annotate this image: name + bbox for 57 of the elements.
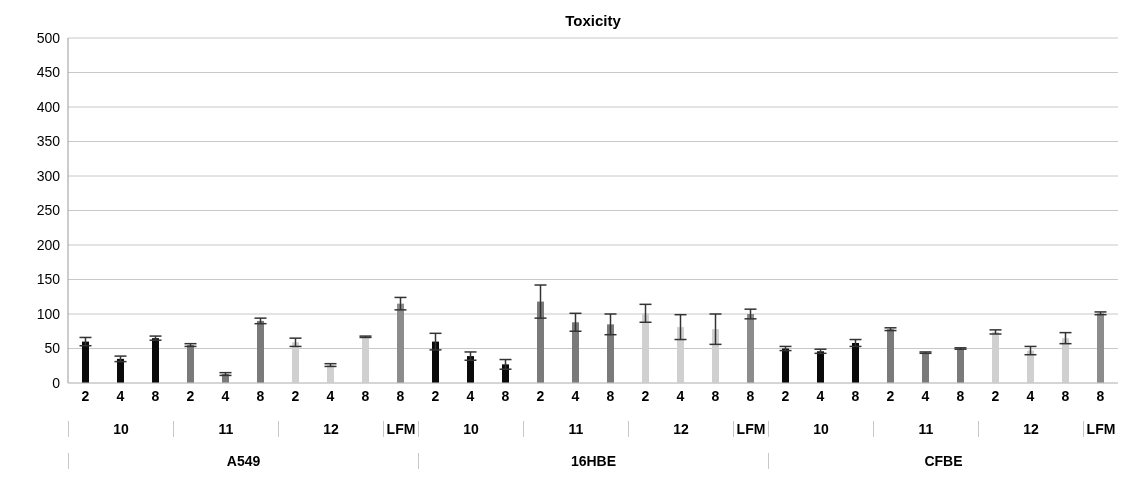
y-tick-label: 50 [44, 340, 61, 357]
y-tick-label: 100 [36, 305, 61, 322]
text: 11 [173, 421, 278, 437]
x-tick-label: 8 [501, 387, 510, 404]
y-tick-label: 150 [36, 271, 61, 288]
x-tick-label: 4 [466, 387, 475, 404]
x-tick-label: 8 [1096, 387, 1105, 404]
y-tick-label: 300 [36, 167, 61, 184]
x-tick-label: 4 [221, 387, 230, 404]
text: 12 [278, 421, 383, 437]
text: LFM [1083, 421, 1118, 437]
x-tick-label: 4 [921, 387, 930, 404]
x-tick-label: 2 [291, 387, 300, 404]
x-tick-label: 2 [81, 387, 90, 404]
x-tick-label: 4 [1026, 387, 1035, 404]
y-tick-label: 450 [36, 64, 61, 81]
x-tick-label: 8 [1061, 387, 1070, 404]
x-tick-label: 2 [886, 387, 895, 404]
x-tick-label: 8 [256, 387, 265, 404]
x-tick-label: 8 [396, 387, 405, 404]
x-tick-label: 8 [851, 387, 860, 404]
x-tick-label: 8 [606, 387, 615, 404]
y-tick-label: 250 [36, 202, 61, 219]
text: 12 [628, 421, 733, 437]
text: 16HBE [418, 453, 768, 469]
x-tick-label: 2 [781, 387, 790, 404]
y-tick-label: 500 [36, 29, 61, 46]
text: 10 [418, 421, 523, 437]
x-tick-label: 4 [816, 387, 825, 404]
text: LFM [383, 421, 418, 437]
x-tick-label: 2 [431, 387, 440, 404]
x-tick-label: 8 [956, 387, 965, 404]
x-tick-label: 2 [536, 387, 545, 404]
text: 10 [68, 421, 173, 437]
x-tick-label: 4 [676, 387, 685, 404]
x-tick-label: 8 [746, 387, 755, 404]
x-tick-label: 8 [361, 387, 370, 404]
x-tick-label: 8 [151, 387, 160, 404]
x-tick-label: 2 [186, 387, 195, 404]
text: LFM [733, 421, 768, 437]
text: 11 [523, 421, 628, 437]
y-tick-label: 0 [52, 374, 61, 391]
x-tick-label: 4 [571, 387, 580, 404]
text: A549 [68, 453, 418, 469]
x-tick-label: 4 [116, 387, 125, 404]
y-tick-label: 200 [36, 236, 61, 253]
x-tick-label: 4 [326, 387, 335, 404]
text: 12 [978, 421, 1083, 437]
chart-title: Toxicity [564, 12, 622, 29]
x-tick-label: 8 [711, 387, 720, 404]
y-tick-label: 350 [36, 133, 61, 150]
text: CFBE [768, 453, 1118, 469]
x-tick-label: 2 [991, 387, 1000, 404]
x-tick-label: 2 [641, 387, 650, 404]
y-tick-label: 400 [36, 98, 61, 115]
text: 11 [873, 421, 978, 437]
text: 10 [768, 421, 873, 437]
